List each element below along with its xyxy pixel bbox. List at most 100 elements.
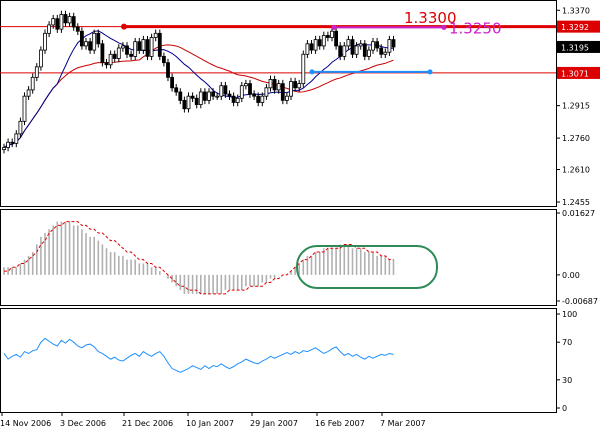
candle-body xyxy=(256,95,261,103)
rsi-ytick-label: 30 xyxy=(562,376,572,385)
candle-body xyxy=(293,81,298,89)
candle-body xyxy=(379,47,384,55)
candle-body xyxy=(100,43,105,64)
candle-body xyxy=(375,41,380,49)
candle-body xyxy=(129,53,134,57)
x-tick-label: 3 Dec 2006 xyxy=(60,419,106,428)
price-ytick-label: 1.2915 xyxy=(562,102,590,111)
candle-body xyxy=(104,62,109,66)
annotation-label-target: 1.3250 xyxy=(449,19,502,37)
candle-body xyxy=(174,87,179,93)
price-ytick-label: 1.2455 xyxy=(562,198,590,207)
candle-body xyxy=(289,81,293,97)
candle-body xyxy=(325,35,330,38)
candle-body xyxy=(248,83,252,95)
candle-body xyxy=(334,30,339,47)
candle-body xyxy=(211,91,216,97)
candle-body xyxy=(317,39,322,47)
macd-highlight-ellipse xyxy=(296,245,438,289)
candle-body xyxy=(338,45,343,57)
candle-body xyxy=(116,47,121,59)
candle-body xyxy=(59,14,64,30)
rsi-ytick-label: 0 xyxy=(562,404,567,413)
last-price-label: 1.3195 xyxy=(561,43,589,52)
macd-ytick-label: 0.00 xyxy=(562,271,580,280)
candle-body xyxy=(141,39,146,51)
candle-body xyxy=(231,95,236,103)
annotation-label-resistance: 1.3300 xyxy=(404,9,457,27)
macd-panel-frame xyxy=(0,209,557,306)
candle-body xyxy=(75,26,80,32)
x-tick-label: 10 Jan 2007 xyxy=(186,419,234,428)
target-line-endpoint xyxy=(331,24,337,30)
candle-body xyxy=(268,79,273,89)
x-tick-label: 16 Feb 2007 xyxy=(315,419,365,428)
candle-body xyxy=(161,55,166,64)
candle-body xyxy=(350,39,355,55)
candle-body xyxy=(215,95,220,98)
candle-body xyxy=(2,147,6,151)
candle-body xyxy=(71,16,76,28)
candle-body xyxy=(10,141,15,144)
candle-body xyxy=(313,39,318,51)
candle-body xyxy=(284,95,289,101)
candle-body xyxy=(264,87,269,97)
candle-body xyxy=(166,62,170,78)
candle-body xyxy=(96,32,101,45)
candle-body xyxy=(309,43,314,51)
candle-body xyxy=(14,133,19,144)
candle-body xyxy=(153,32,158,38)
rsi-panel-frame xyxy=(0,308,557,413)
candle-body xyxy=(190,95,195,99)
candle-body xyxy=(157,32,162,57)
candle-body xyxy=(18,120,23,135)
candle-body xyxy=(145,39,150,57)
macd-signal-line xyxy=(4,221,394,295)
candle-body xyxy=(149,37,154,57)
candle-body xyxy=(321,35,326,47)
rsi-ytick-label: 70 xyxy=(562,338,572,347)
candle-body xyxy=(92,32,97,51)
candle-body xyxy=(387,39,392,53)
price-ytick-label: 1.3370 xyxy=(562,6,590,15)
macd-ytick-label: -0.00687 xyxy=(562,297,598,306)
price-level-label: 1.3292 xyxy=(561,23,589,32)
candle-body xyxy=(112,53,117,59)
price-ytick-label: 1.2610 xyxy=(562,166,590,175)
candle-body xyxy=(30,76,35,91)
candle-body xyxy=(276,83,281,91)
candle-body xyxy=(198,91,203,105)
target-line-endpoint xyxy=(441,24,447,30)
moving-average-slow xyxy=(3,44,394,148)
candle-body xyxy=(239,85,244,99)
candle-body xyxy=(51,18,56,26)
candle-body xyxy=(235,97,240,103)
last-price-tag xyxy=(557,40,600,53)
candle-body xyxy=(272,79,277,91)
candle-body xyxy=(178,91,183,101)
candle-body xyxy=(223,85,228,95)
candle-body xyxy=(354,45,359,55)
candle-body xyxy=(63,14,68,24)
candle-body xyxy=(22,95,27,122)
candle-body xyxy=(55,18,60,30)
candle-body xyxy=(43,32,47,51)
candle-body xyxy=(125,45,129,55)
rsi-ytick-label: 100 xyxy=(562,310,577,319)
candle-body xyxy=(80,30,84,47)
candle-body xyxy=(358,43,363,47)
price-level-tag xyxy=(557,20,600,33)
candle-body xyxy=(383,51,388,55)
candle-body xyxy=(67,16,72,24)
price-level-label: 1.3071 xyxy=(561,69,589,78)
support-line-endpoint xyxy=(309,69,315,75)
candle-body xyxy=(342,45,347,57)
candle-body xyxy=(330,30,334,38)
candle-body xyxy=(297,83,302,89)
resistance-line-endpoint xyxy=(121,23,127,30)
candle-body xyxy=(346,39,351,47)
candle-body xyxy=(39,49,43,68)
candle-body xyxy=(47,24,51,34)
candle-body xyxy=(34,66,39,78)
